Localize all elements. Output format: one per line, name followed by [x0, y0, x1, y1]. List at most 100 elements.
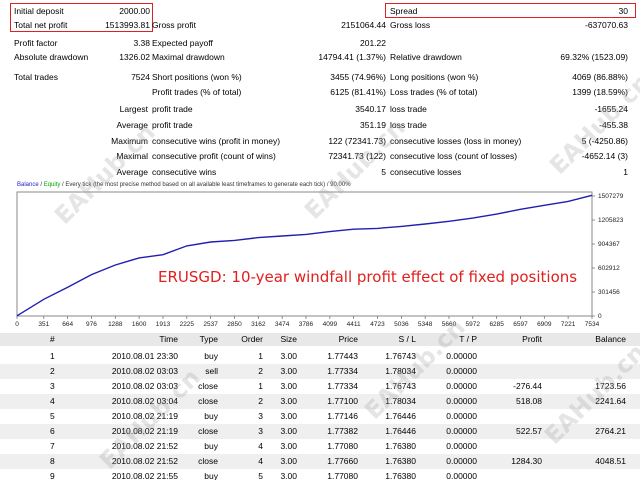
cell-sl: 1.76446 — [385, 426, 416, 436]
cell-time: 2010.08.02 21:19 — [111, 411, 178, 421]
gross-loss-label: Gross loss — [390, 20, 431, 30]
table-row[interactable]: 6 2010.08.02 21:19 close 3 3.00 1.77382 1.7644… — [0, 424, 640, 439]
loss-trades-label: Loss trades (% of total) — [390, 87, 478, 97]
table-row[interactable]: 4 2010.08.02 03:04 close 2 3.00 1.77100 1.7803… — [0, 394, 640, 409]
total-net-profit-label: Total net profit — [14, 20, 68, 30]
cell-num: 3 — [50, 381, 55, 391]
average-label: Average — [116, 120, 148, 130]
cell-price: 1.77660 — [327, 456, 358, 466]
average-profit-trade-value: 351.19 — [360, 120, 386, 130]
avg-consec-wins-label: consecutive wins — [152, 167, 217, 177]
maximal-consec-loss-value: -4652.14 (3) — [581, 151, 628, 161]
profit-factor-value: 3.38 — [133, 38, 150, 48]
report-summary: Initial deposit 2000.00 Spread 30 Total … — [0, 0, 640, 180]
x-tick-label: 6285 — [489, 321, 504, 328]
table-row[interactable]: 9 2010.08.02 21:55 buy 5 3.00 1.77080 1.76380 0… — [0, 469, 640, 480]
cell-num: 7 — [50, 441, 55, 451]
cell-order: 4 — [258, 456, 263, 466]
cell-time: 2010.08.02 21:52 — [111, 441, 178, 451]
cell-price: 1.77382 — [327, 426, 358, 436]
profit-trades-label: Profit trades (% of total) — [152, 87, 242, 97]
balance-chart: Balance / Equity / Every tick (the most … — [0, 180, 640, 330]
largest-loss-trade-value: -1655.24 — [594, 104, 628, 114]
cell-profit: 518.08 — [516, 396, 542, 406]
cell-type: close — [198, 426, 218, 436]
profit-factor-label: Profit factor — [14, 38, 58, 48]
col-header-type: Type — [199, 334, 218, 344]
legend-balance: Balance — [17, 182, 39, 188]
x-tick-label: 1288 — [108, 321, 123, 328]
table-row[interactable]: 8 2010.08.02 21:52 close 4 3.00 1.77660 1.7638… — [0, 454, 640, 469]
cell-order: 3 — [258, 426, 263, 436]
absolute-drawdown-value: 1326.02 — [119, 52, 150, 62]
table-row[interactable]: 1 2010.08.01 23:30 buy 1 3.00 1.77443 1.76743 0… — [0, 349, 640, 364]
y-tick-label: 1205823 — [598, 217, 624, 224]
deposit-profit-highlight — [10, 3, 153, 32]
x-tick-label: 6597 — [513, 321, 528, 328]
cell-type: buy — [204, 411, 218, 421]
x-tick-label: 5660 — [442, 321, 457, 328]
cell-size: 3.00 — [280, 426, 297, 436]
cell-order: 2 — [258, 366, 263, 376]
x-tick-label: 0 — [15, 321, 19, 328]
cell-order: 4 — [258, 441, 263, 451]
cell-size: 3.00 — [280, 411, 297, 421]
maximum-label: Maximum — [111, 136, 148, 146]
col-header-size: Size — [280, 334, 297, 344]
table-row[interactable]: 2 2010.08.02 03:03 sell 2 3.00 1.77334 1.78034… — [0, 364, 640, 379]
y-tick-label: 0 — [598, 313, 602, 320]
x-tick-label: 3474 — [275, 321, 290, 328]
largest-profit-trade-value: 3540.17 — [355, 104, 386, 114]
table-row[interactable]: 5 2010.08.02 21:19 buy 3 3.00 1.77146 1.76446 0… — [0, 409, 640, 424]
legend-separator: / — [38, 182, 44, 188]
max-consec-losses-value: 5 (-4250.86) — [581, 136, 628, 146]
gross-profit-value: 2151064.44 — [341, 20, 386, 30]
cell-time: 2010.08.01 23:30 — [111, 351, 178, 361]
maximal-label: Maximal — [116, 151, 148, 161]
cell-tp: 0.00000 — [446, 366, 477, 376]
cell-num: 2 — [50, 366, 55, 376]
relative-drawdown-value: 69.32% (1523.09) — [560, 52, 628, 62]
cell-size: 3.00 — [280, 456, 297, 466]
cell-balance: 2764.21 — [595, 426, 626, 436]
total-net-profit-value: 1513993.81 — [105, 20, 150, 30]
cell-balance: 1723.56 — [595, 381, 626, 391]
initial-deposit-value: 2000.00 — [119, 6, 150, 16]
x-tick-label: 4099 — [323, 321, 338, 328]
table-row[interactable]: 3 2010.08.02 03:03 close 1 3.00 1.77334 1.7674… — [0, 379, 640, 394]
cell-order: 2 — [258, 396, 263, 406]
maximal-consec-loss-label: consecutive loss (count of losses) — [390, 151, 518, 161]
cell-type: sell — [205, 366, 218, 376]
col-header-sl: S / L — [398, 334, 416, 344]
col-header-num: # — [50, 334, 55, 344]
cell-num: 8 — [50, 456, 55, 466]
cell-price: 1.77146 — [327, 411, 358, 421]
maximal-consec-profit-value: 72341.73 (122) — [328, 151, 386, 161]
initial-deposit-label: Initial deposit — [14, 6, 64, 16]
cell-sl: 1.78034 — [385, 396, 416, 406]
x-tick-label: 1600 — [132, 321, 147, 328]
cell-size: 3.00 — [280, 351, 297, 361]
cell-sl: 1.76446 — [385, 411, 416, 421]
cell-order: 5 — [258, 471, 263, 480]
cell-time: 2010.08.02 21:19 — [111, 426, 178, 436]
table-header: # Time Type Order Size Price S / L T / P… — [0, 333, 640, 346]
cell-num: 1 — [50, 351, 55, 361]
average-profit-trade-label: profit trade — [152, 120, 193, 130]
x-tick-label: 6909 — [537, 321, 552, 328]
long-positions-value: 4069 (86.88%) — [572, 72, 628, 82]
cell-tp: 0.00000 — [446, 396, 477, 406]
cell-type: close — [198, 396, 218, 406]
col-header-balance: Balance — [595, 334, 626, 344]
cell-type: buy — [204, 351, 218, 361]
cell-num: 6 — [50, 426, 55, 436]
max-consec-wins-label: consecutive wins (profit in money) — [152, 136, 281, 146]
plot-frame — [16, 191, 593, 317]
x-tick-label: 351 — [38, 321, 49, 328]
cell-price: 1.77100 — [327, 396, 358, 406]
col-header-order: Order — [241, 334, 263, 344]
largest-profit-trade-label: profit trade — [152, 104, 193, 114]
x-tick-label: 7221 — [561, 321, 576, 328]
cell-order: 3 — [258, 411, 263, 421]
table-row[interactable]: 7 2010.08.02 21:52 buy 4 3.00 1.77080 1.76380 0… — [0, 439, 640, 454]
